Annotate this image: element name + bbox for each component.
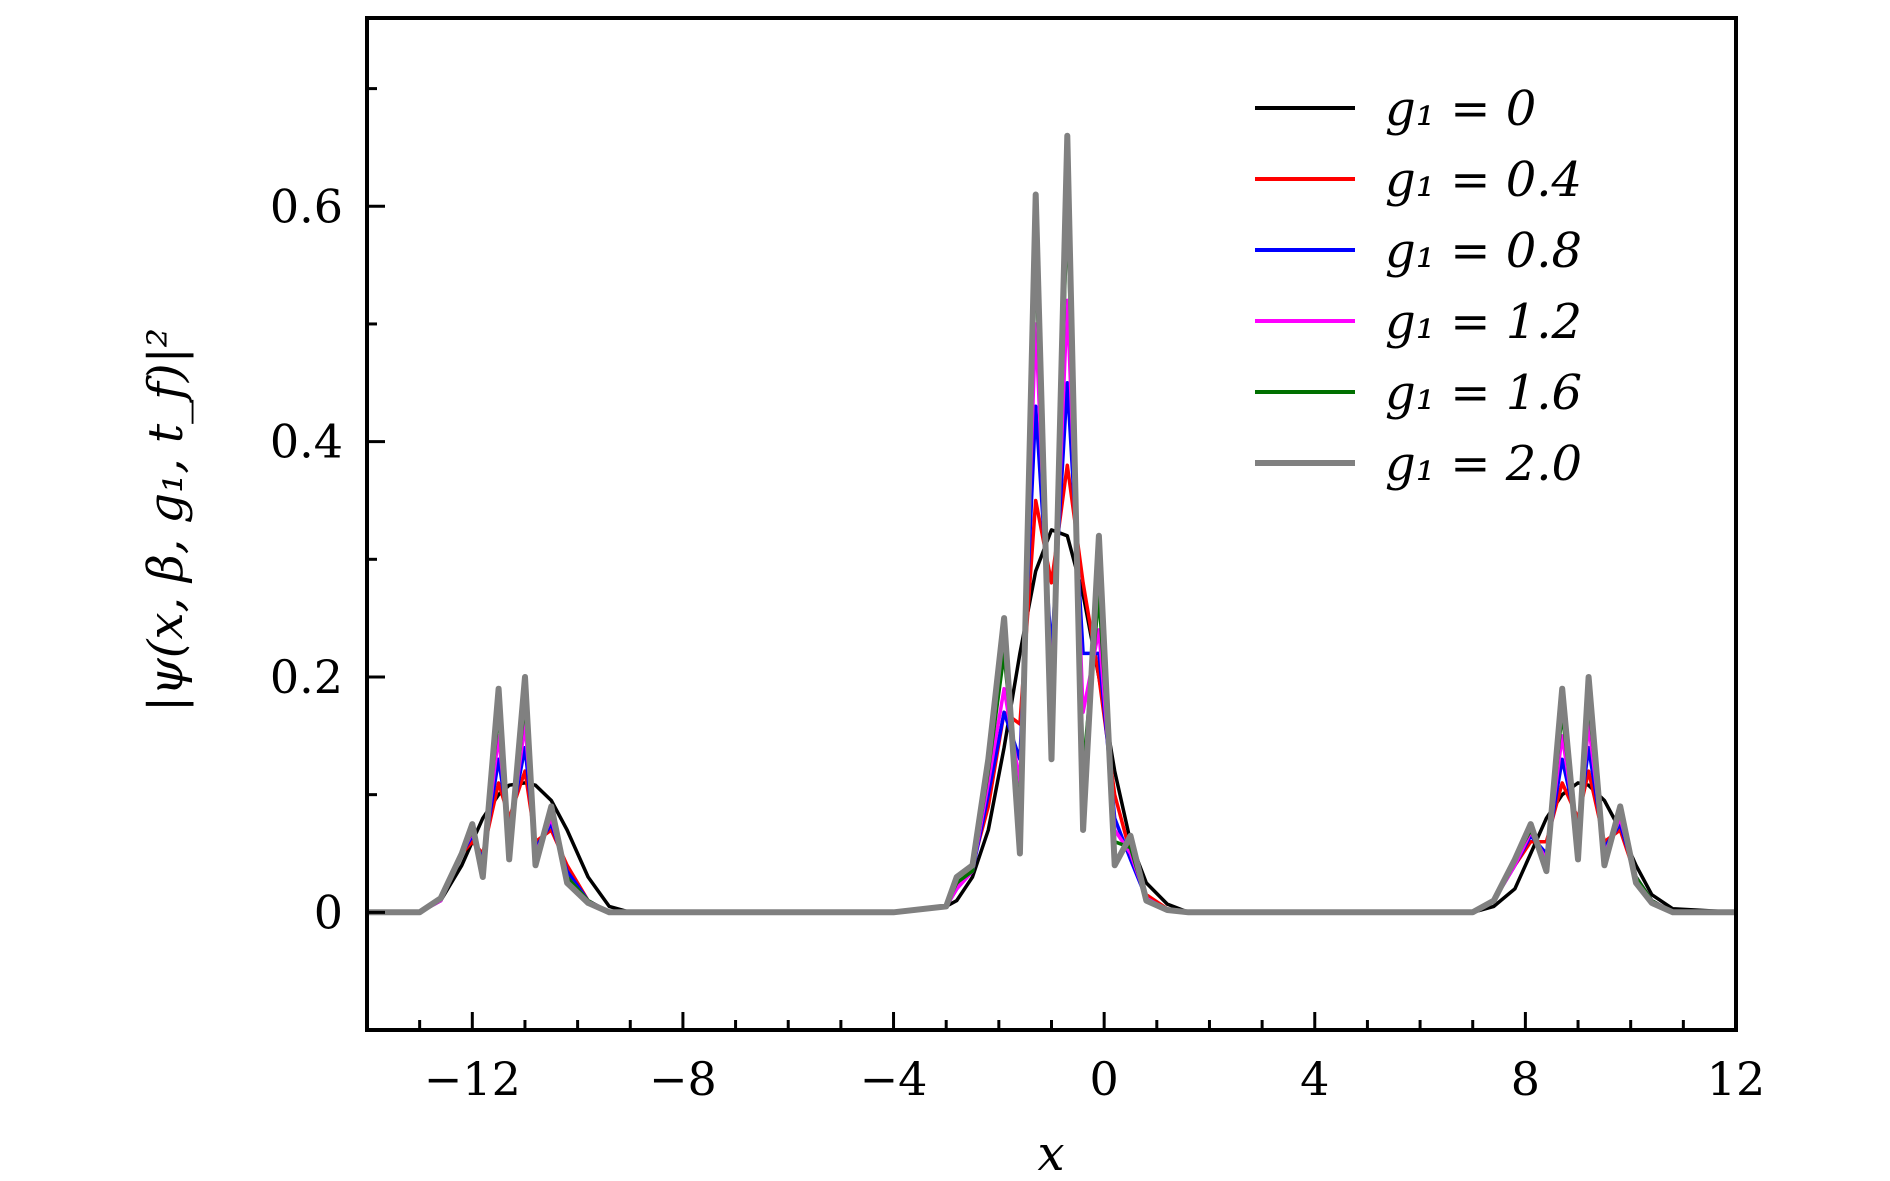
x-tick-label: 12 — [1707, 1052, 1766, 1106]
x-axis-label: x — [1037, 1126, 1064, 1181]
x-tick-label: −12 — [424, 1052, 521, 1106]
x-tick-label: 0 — [1090, 1052, 1119, 1106]
y-tick-label: 0.2 — [270, 650, 343, 704]
legend-label-3: g₁ = 1.2 — [1385, 294, 1582, 350]
legend-label-1: g₁ = 0.4 — [1385, 152, 1582, 208]
y-tick-label: 0.4 — [270, 415, 343, 469]
plot-frame — [365, 16, 1738, 1032]
series-lines — [367, 132, 1737, 916]
series-line-1 — [367, 463, 1736, 915]
y-tick-label: 0 — [314, 885, 343, 939]
x-tick-label: 8 — [1511, 1052, 1540, 1106]
series-line-5 — [367, 132, 1736, 916]
x-tick-label: 4 — [1300, 1052, 1329, 1106]
y-axis-label: |ψ(x, β, g₁, t_f)|² — [138, 328, 194, 712]
y-tick-label: 0.6 — [270, 179, 343, 233]
legend-label-2: g₁ = 0.8 — [1385, 223, 1582, 279]
x-tick-label: −8 — [649, 1052, 717, 1106]
legend-label-4: g₁ = 1.6 — [1385, 365, 1582, 421]
legend-label-5: g₁ = 2.0 — [1385, 436, 1582, 492]
axis-tick-labels: −12 −8 −4 0 4 8 12 0 0.2 0.4 0.6 — [270, 179, 1765, 1106]
x-tick-label: −4 — [860, 1052, 928, 1106]
legend-label-0: g₁ = 0 — [1385, 81, 1536, 137]
legend: g₁ = 0 g₁ = 0.4 g₁ = 0.8 g₁ = 1.2 g₁ = 1.6 g₁… — [1255, 81, 1582, 492]
